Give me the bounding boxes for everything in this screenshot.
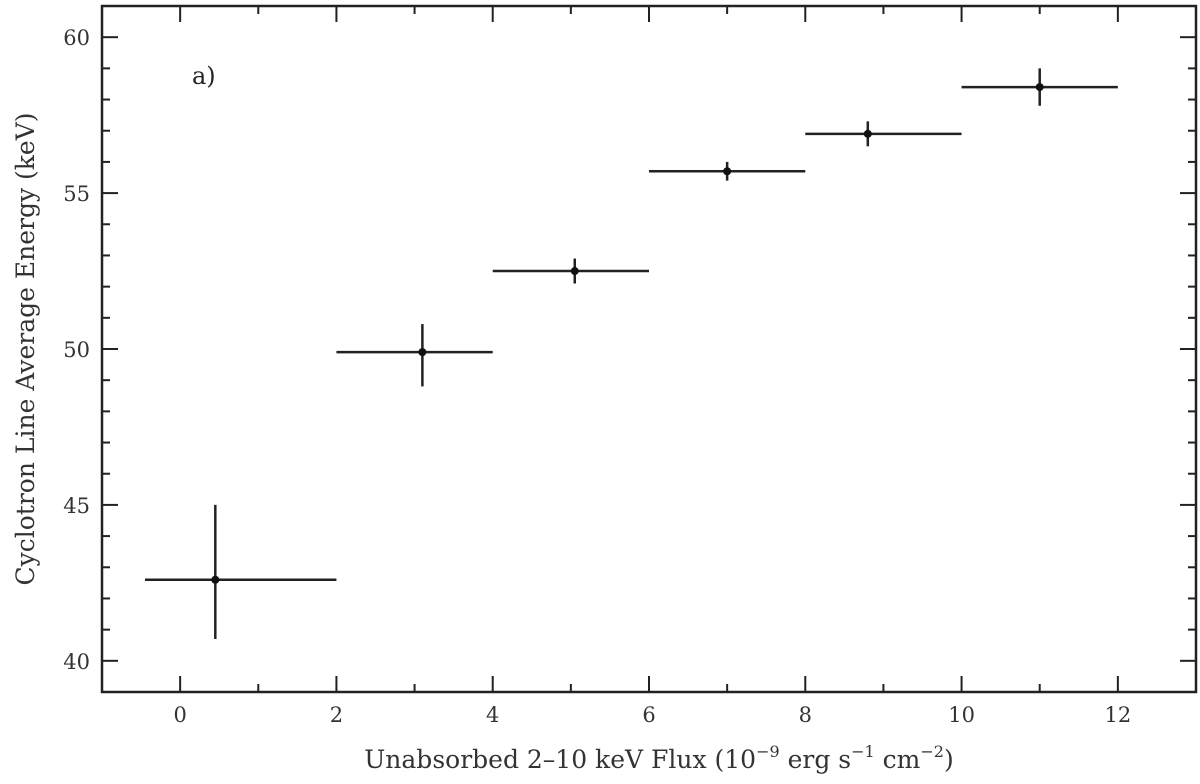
point-marker: [570, 267, 579, 276]
x-axis-label: Unabsorbed 2–10 keV Flux (10−9 erg s−1 c…: [364, 742, 954, 774]
x-axis-label-exp2: −1: [851, 742, 875, 761]
y-axis-label: Cyclotron Line Average Energy (keV): [11, 112, 40, 585]
x-tick-label: 4: [486, 703, 499, 727]
x-tick-label: 8: [799, 703, 812, 727]
x-axis-label-mid2: cm: [875, 745, 921, 774]
point-marker: [1035, 83, 1044, 92]
y-tick-label: 50: [63, 338, 90, 362]
panel-label: a): [192, 62, 216, 90]
x-tick-label: 6: [642, 703, 655, 727]
x-tick-label: 2: [330, 703, 343, 727]
point-marker: [863, 129, 872, 138]
data-point: [649, 161, 806, 181]
data-point: [805, 121, 962, 147]
data-point: [144, 504, 337, 639]
tick-labels: 0 2 4 6 8 10 12 40 45 50 55 60: [63, 26, 1131, 727]
x-axis-label-main: Unabsorbed 2–10 keV Flux (10: [364, 745, 756, 774]
y-tick-label: 55: [63, 182, 90, 206]
x-axis-label-end: ): [944, 745, 954, 774]
y-tick-label: 45: [63, 494, 90, 518]
point-marker: [418, 348, 427, 357]
data-point: [492, 258, 649, 284]
x-axis-label-mid1: erg s: [780, 745, 851, 774]
y-tick-label: 60: [63, 26, 90, 50]
y-tick-label: 40: [63, 650, 90, 674]
ticks: [101, 5, 1197, 693]
point-marker: [211, 575, 220, 584]
data-points: [144, 68, 1118, 639]
x-tick-label: 0: [173, 703, 186, 727]
plot-frame: [100, 4, 1198, 694]
data-point: [961, 68, 1118, 106]
x-axis-label-exp3: −2: [920, 742, 944, 761]
x-axis-label-exp1: −9: [756, 742, 780, 761]
x-tick-label: 12: [1104, 703, 1131, 727]
data-point: [336, 324, 493, 387]
x-tick-label: 10: [948, 703, 975, 727]
point-marker: [723, 167, 732, 176]
